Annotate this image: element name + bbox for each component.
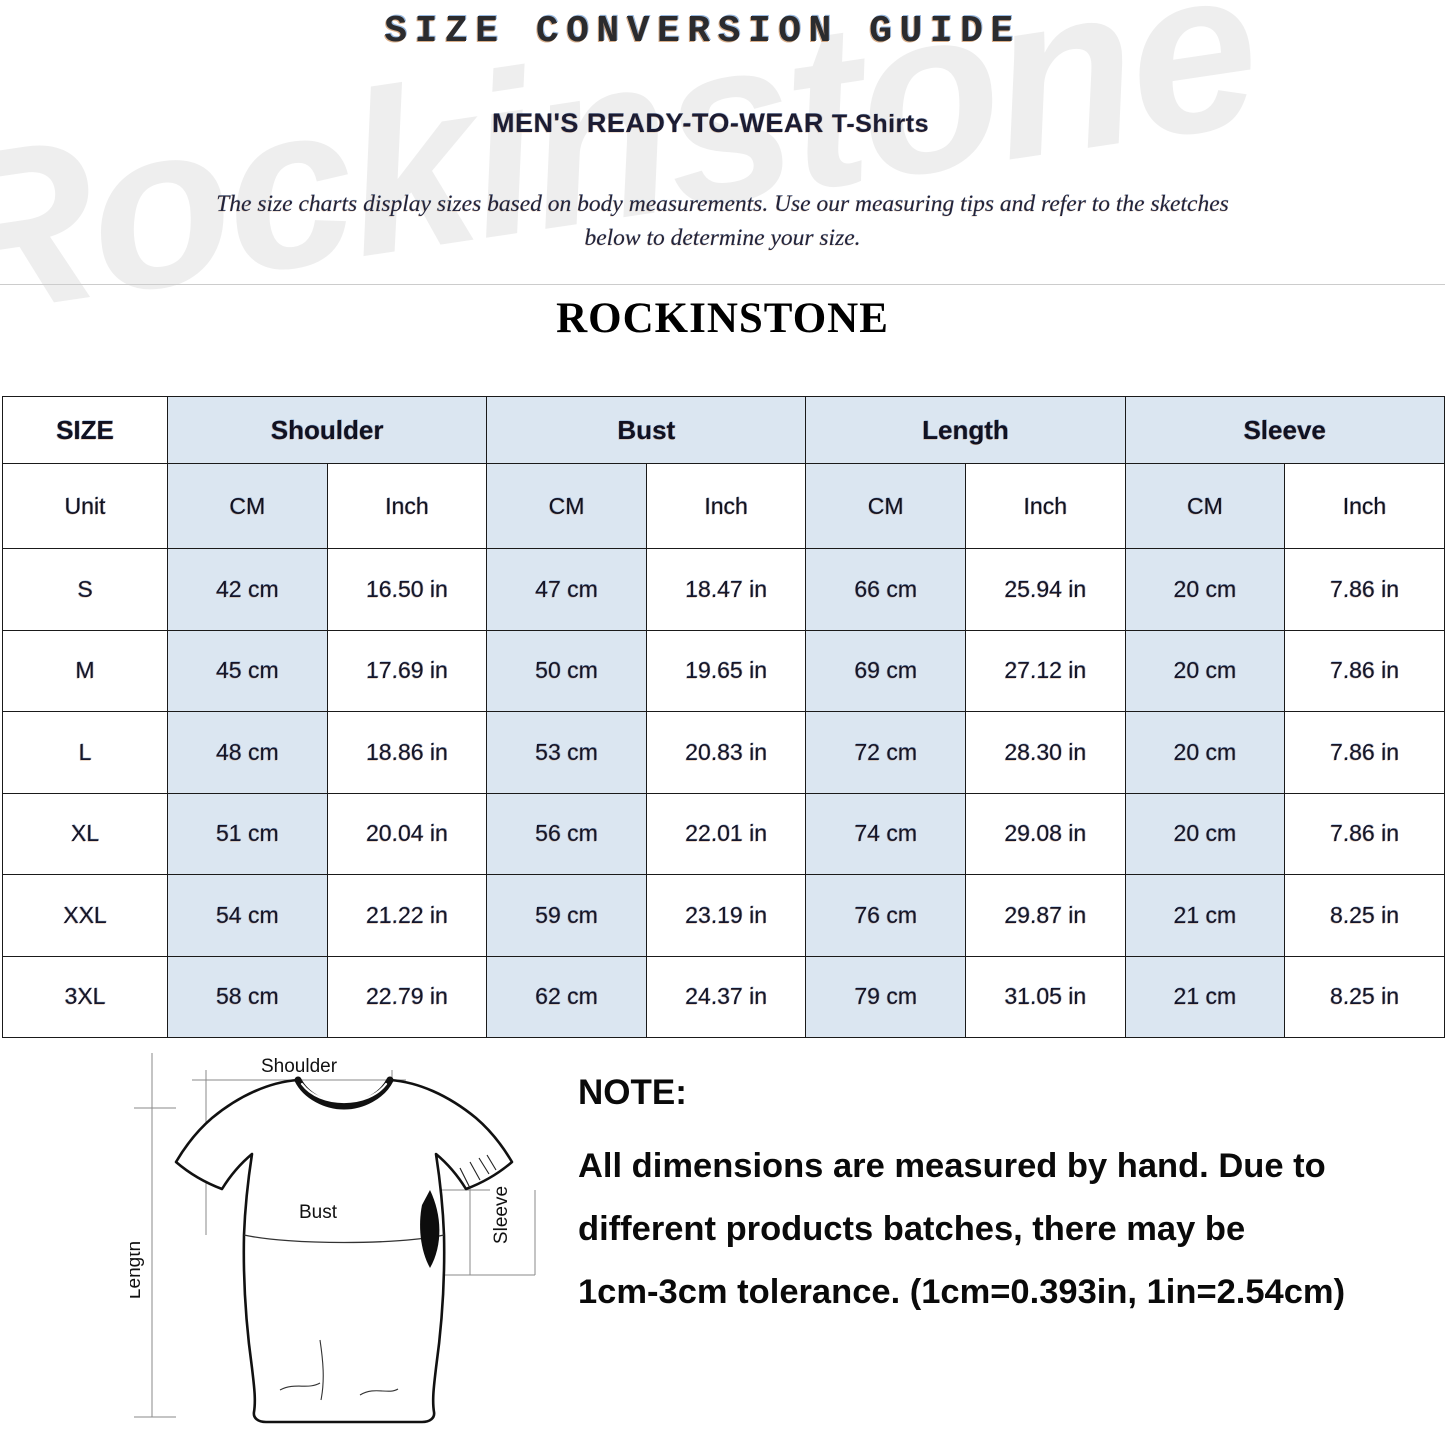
svg-text:Shoulder: Shoulder bbox=[261, 1056, 338, 1077]
svg-text:Sleeve: Sleeve bbox=[491, 1186, 512, 1244]
svg-text:Length: Length bbox=[130, 1241, 145, 1299]
svg-text:Bust: Bust bbox=[299, 1202, 338, 1223]
